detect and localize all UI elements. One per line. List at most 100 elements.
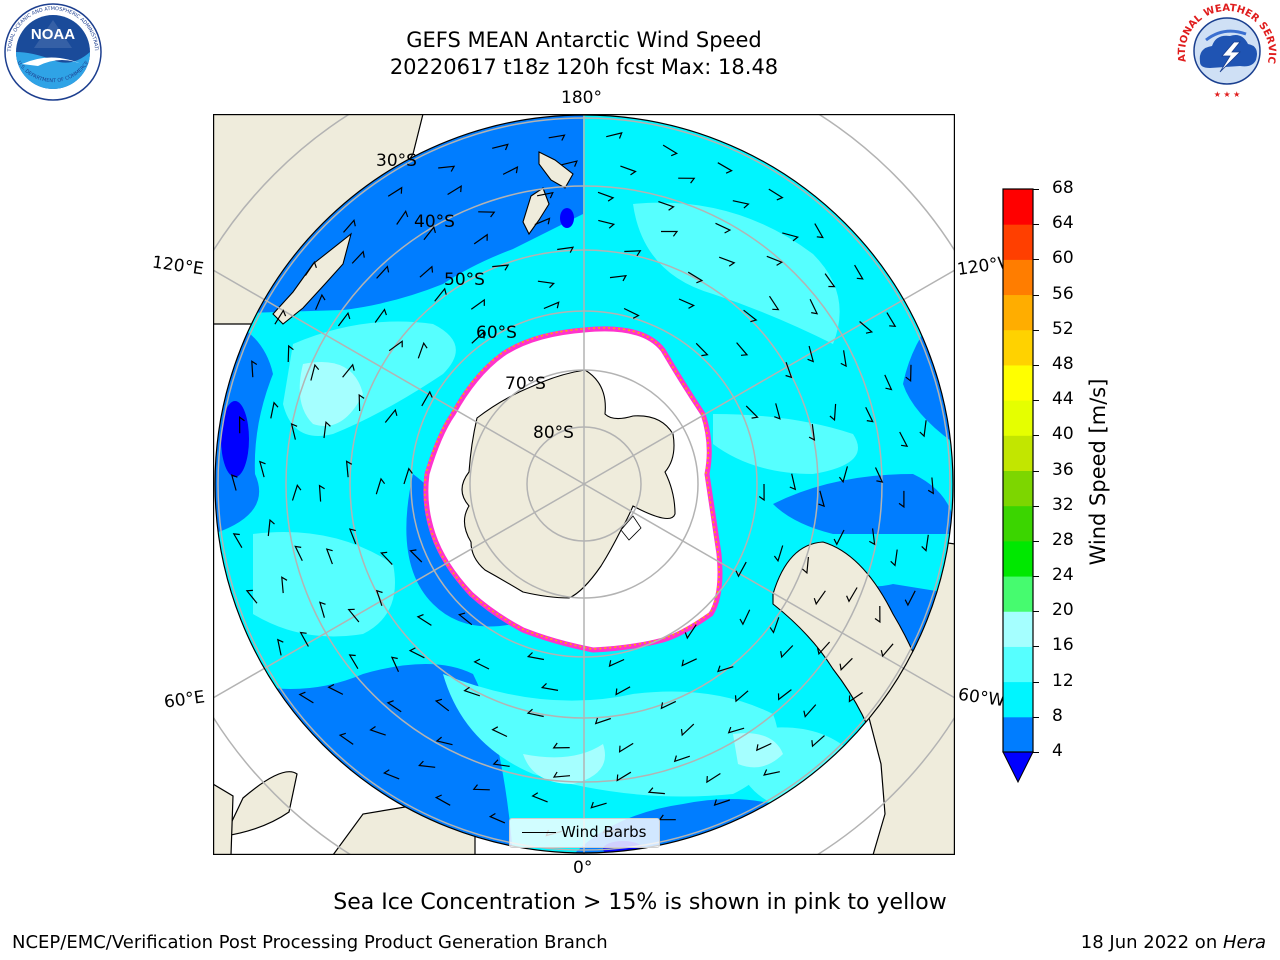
wind-barb [548,134,566,141]
wind-barb [438,165,456,172]
wind-barb [769,617,780,634]
wind-barb [681,658,697,667]
wind-barb [492,264,510,271]
map-frame [213,114,955,855]
colorbar-segment [1003,224,1033,260]
wind-barb [348,654,359,670]
wind-barb [274,309,287,325]
wind-barb [384,408,398,423]
wind-barb [886,312,897,327]
colorbar [1002,188,1034,784]
wind-barb [491,726,508,738]
wind-barb [840,350,847,368]
wind-barb [846,587,858,603]
wind-barb [463,686,480,697]
lat-label-70s: 70°S [505,374,546,394]
colorbar-tick-label: 12 [1052,670,1074,691]
lon-label-60e: 60°E [162,687,207,713]
wind-barb [809,299,819,315]
wind-barb [755,742,772,752]
lat-label-60s: 60°S [476,323,517,343]
colorbar-tick-label: 40 [1052,424,1074,445]
wind-barb [327,683,344,695]
wind-barb [492,759,510,767]
wind-barb [594,717,611,725]
wind-barb [678,177,696,184]
wind-barb [658,201,675,211]
wind-barb [369,726,386,736]
wind-barb [768,188,784,201]
wind-barb [387,186,403,197]
footer-date: 18 Jun 2022 on Hera [1080,932,1266,953]
wind-barb [706,772,721,784]
wind-barb [290,422,298,440]
wind-barb [281,576,288,594]
wind-barb [416,614,432,626]
wind-barb [768,295,780,311]
wind-barb [808,424,816,441]
wind-barb [717,162,733,174]
wind-barb [598,219,616,229]
legend-label: Wind Barbs [561,823,647,841]
wind-barb [777,689,792,701]
wind-barb [927,477,935,495]
wind-barb [803,704,817,718]
wind-barb [552,771,571,778]
wind-barb [447,184,462,196]
colorbar-segment [1003,576,1033,612]
noaa-logo: NOAA NATIONAL OCEANIC AND ATMOSPHERIC AD… [2,2,102,101]
wind-barb [380,551,393,566]
wind-barb [717,665,734,673]
wind-barb [773,545,784,563]
wind-barb [435,736,453,746]
wind-barb [434,794,451,806]
wind-barb [526,708,544,718]
wind-barb [713,799,730,807]
colorbar-tick-label: 60 [1052,248,1074,269]
wind-barb [386,700,402,713]
map-title: GEFS MEAN Antarctic Wind Speed [406,28,762,52]
colorbar-segment [1003,470,1033,507]
footer-credit: NCEP/EMC/Verification Post Processing Pr… [12,932,608,953]
wind-barb [609,274,627,282]
wind-barb [884,374,893,391]
wind-barb [833,529,845,546]
colorbar-tick-label: 8 [1052,705,1063,726]
wind-barb [418,760,436,768]
wind-barb [905,364,912,382]
colorbar-segment [1003,364,1033,401]
wind-barb [347,608,360,623]
wind-barb [661,230,679,237]
lat-label-50s: 50°S [444,270,485,290]
wind-barb [608,658,625,668]
wind-barb [785,362,793,379]
wind-barb [848,692,863,703]
colorbar-label: Wind Speed [m/s] [1086,378,1110,566]
wind-barb [662,144,679,157]
wind-barb [590,801,607,809]
wind-barb [869,528,876,546]
wind-barb [839,657,853,671]
lat-label-40s: 40°S [414,212,455,232]
colorbar-tick-label: 64 [1052,213,1074,234]
wind-barb [890,549,898,567]
wind-barb [743,309,758,323]
wind-barb [526,652,545,661]
wind-barb [829,403,837,422]
wind-barb [318,601,326,618]
wind-barb [417,341,428,359]
wind-barb [618,742,634,753]
wind-barb [470,298,485,310]
wind-barbs [230,132,935,837]
wind-barb [919,420,927,438]
wind-barb [695,342,709,357]
wind-barb [678,298,696,309]
wind-barb [814,223,824,239]
wind-barb [789,473,797,491]
wind-barb [898,490,905,509]
wind-barb [338,732,354,745]
colorbar-tick-label: 36 [1052,459,1074,480]
wind-barb [376,265,390,279]
wind-barb [343,219,356,233]
wind-barb [310,363,320,381]
